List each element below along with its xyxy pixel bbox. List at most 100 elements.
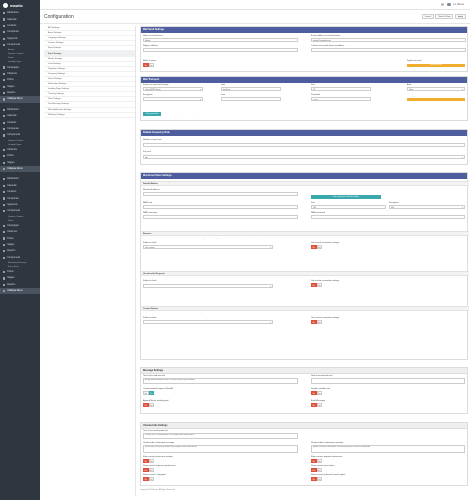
subnav-item[interactable]: Tracking Settings (44, 92, 135, 98)
service-select[interactable]: Other SMTP Server (143, 87, 203, 92)
sidebar-item[interactable]: Campaigns (0, 64, 40, 70)
toggle-yes[interactable]: Yes (148, 468, 154, 473)
sidebar-item[interactable]: Stages (0, 84, 40, 90)
toggle-no[interactable]: No (311, 468, 317, 473)
sidebar-item[interactable]: Collapse Menu (0, 165, 40, 173)
subnav-item[interactable]: Webhook Settings (44, 113, 135, 118)
sidebar-item[interactable]: Channels (0, 147, 40, 153)
subnav-item[interactable]: Asset Settings (44, 31, 135, 37)
toggle-yes[interactable]: Yes (316, 283, 322, 288)
sidebar-item[interactable]: Companies (0, 126, 40, 132)
monitored-address-input[interactable] (143, 192, 298, 197)
toggle-yes[interactable]: Yes (148, 63, 154, 68)
toggle-yes[interactable]: Yes (316, 320, 322, 325)
replies-folder-select[interactable] (143, 320, 273, 325)
subnav-item[interactable]: Text Message Settings (44, 102, 135, 108)
sidebar-item[interactable]: Campaigns (0, 223, 40, 229)
toggle-yes[interactable]: Yes (148, 391, 154, 396)
sidebar-item[interactable]: Points (0, 77, 40, 83)
imap-host-input[interactable] (143, 205, 298, 210)
sidebar-item[interactable]: Collapse Menu (0, 288, 40, 295)
sidebar-item[interactable]: Segments (0, 36, 40, 42)
sidebar-item[interactable]: Dashboard (0, 107, 40, 113)
toggle-yes[interactable]: Yes (316, 391, 322, 396)
show-freq-toggle[interactable]: No Yes (143, 468, 154, 473)
show-channels-toggle[interactable]: No Yes (311, 477, 322, 482)
toggle-yes[interactable]: Yes (316, 468, 322, 473)
user-input[interactable] (221, 97, 281, 102)
user-name[interactable]: Lu Homes (453, 3, 464, 6)
sidebar-item[interactable]: Dashboard (0, 10, 40, 16)
subnav-item[interactable]: Paginator Settings (44, 67, 135, 72)
append-pixel-toggle[interactable]: No Yes (143, 403, 154, 408)
sidebar-item[interactable]: Assets (0, 48, 40, 52)
subnav-item[interactable]: Campaign Settings (44, 36, 135, 42)
sidebar-item[interactable]: Dynamic Content (0, 139, 40, 143)
sidebar-item[interactable]: Components (0, 132, 40, 138)
subnav-item[interactable]: Lead Settings (44, 62, 135, 67)
subnav-item[interactable]: Form Settings (44, 46, 135, 52)
toggle-no[interactable]: No (311, 477, 317, 482)
encryption-select[interactable] (143, 97, 203, 102)
build-messages-toggle[interactable]: No Yes (311, 403, 322, 408)
notification-bell-icon[interactable] (441, 3, 445, 6)
from-name-input[interactable]: Mautic (143, 38, 298, 43)
return-path-input[interactable] (311, 48, 466, 53)
toggle-yes[interactable]: Yes (316, 403, 322, 408)
imap-username-input[interactable] (143, 215, 298, 220)
apply-button[interactable]: Apply (454, 13, 466, 20)
sidebar-item[interactable]: Points (0, 235, 40, 241)
toggle-no[interactable]: No (311, 459, 317, 464)
test-result-link[interactable]: connection to Mailer (194, 113, 209, 115)
sidebar-item[interactable]: Dynamic Content (0, 215, 40, 219)
unsub-link-text-textarea[interactable]: <a href="|URL|">Unsubscribe</a> to no lo… (143, 433, 298, 439)
sidebar-item[interactable]: Channels (0, 71, 40, 77)
imap-password-input[interactable] (311, 215, 465, 220)
sidebar-item[interactable]: Landing Pages (0, 60, 40, 64)
sidebar-item[interactable]: Points (0, 153, 40, 159)
replies-override-toggle[interactable]: No Yes (311, 320, 322, 325)
subnav-item[interactable]: Web Notification Settings (44, 108, 135, 113)
toggle-yes[interactable]: Yes (316, 245, 322, 250)
webview-textarea[interactable]: Having trouble reading this email? Click… (143, 378, 298, 384)
toggle-no[interactable]: No (311, 245, 317, 250)
sidebar-item[interactable]: Dynamic Content (0, 52, 40, 56)
toggle-no[interactable]: No (143, 459, 149, 464)
show-seg-toggle[interactable]: No Yes (311, 459, 322, 464)
toggle-yes[interactable]: Yes (316, 459, 322, 464)
test-connection-button[interactable]: Test connection (143, 112, 161, 117)
toggle-no[interactable]: No (143, 63, 149, 68)
mailer-owner-toggle[interactable]: No Yes (143, 63, 154, 68)
reply-to-input[interactable] (143, 48, 298, 53)
sidebar-item[interactable]: Companies (0, 29, 40, 35)
user-avatar[interactable] (447, 2, 451, 7)
sidebar-item[interactable]: Calendar (0, 113, 40, 119)
port-input[interactable]: 25 (311, 87, 371, 92)
toggle-yes[interactable]: Yes (316, 477, 322, 482)
send-test-email-button[interactable]: Send test email (407, 63, 465, 68)
save-close-button[interactable]: Save & Close (435, 13, 454, 20)
sidebar-item[interactable]: Components (0, 255, 40, 261)
subnav-item[interactable]: Email Settings (44, 51, 135, 57)
subnav-item[interactable]: Landing Page Settings (44, 87, 135, 93)
disable-trackable-toggle[interactable]: No Yes (311, 391, 322, 396)
unsub-confirm-textarea[interactable]: We are sorry to see you go! |EMAIL| will… (143, 445, 298, 453)
sidebar-item[interactable]: Forms (0, 219, 40, 223)
sidebar-item[interactable]: Calendar (0, 16, 40, 22)
toggle-no[interactable]: No (311, 283, 317, 288)
toggle-no[interactable]: No (143, 403, 149, 408)
toggle-yes[interactable]: Yes (148, 459, 154, 464)
bounces-override-toggle[interactable]: No Yes (311, 245, 322, 250)
from-email-input[interactable]: mautic@example.com (311, 38, 466, 43)
toggle-no[interactable]: No (143, 391, 149, 396)
show-categories-toggle[interactable]: No Yes (143, 477, 154, 482)
show-pause-toggle[interactable]: No Yes (311, 468, 322, 473)
unsub-override-toggle[interactable]: No Yes (311, 283, 322, 288)
toggle-yes[interactable]: Yes (148, 403, 154, 408)
unsub-folder-select[interactable] (143, 284, 273, 289)
frequency-period-select[interactable]: day (143, 155, 465, 160)
sidebar-item[interactable]: Contacts (0, 119, 40, 125)
toggle-yes[interactable]: Yes (148, 477, 154, 482)
host-input[interactable]: localhost (221, 87, 281, 92)
sidebar-item[interactable]: Contacts (0, 23, 40, 29)
